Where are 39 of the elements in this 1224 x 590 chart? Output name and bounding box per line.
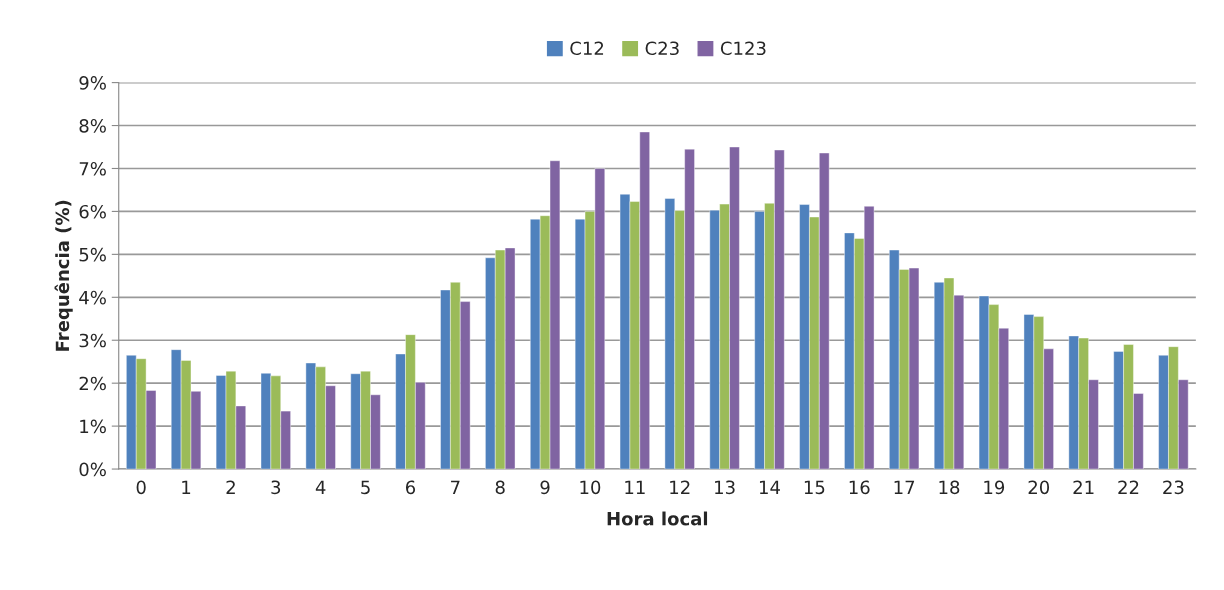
y-tick-label: 9% [79, 76, 106, 90]
x-tick-label: 19 [984, 480, 1005, 495]
x-tick-label: 11 [625, 480, 645, 494]
y-tick-label: 2% [79, 376, 106, 391]
y-tick-label: 6% [79, 204, 106, 219]
x-tick-label: 5 [361, 480, 370, 495]
legend-label: C23 [645, 41, 679, 56]
y-tick-label: 5% [79, 247, 106, 262]
x-tick-label: 1 [182, 480, 191, 494]
x-tick-label: 12 [670, 480, 690, 494]
x-tick-label: 22 [1118, 480, 1139, 494]
x-tick-label: 16 [849, 480, 870, 495]
x-tick-label: 15 [804, 480, 825, 495]
y-axis-title: Frequência (%) [54, 200, 73, 351]
x-tick-label: 20 [1028, 480, 1050, 495]
y-tick-label: 1% [80, 419, 106, 434]
x-tick-label: 10 [580, 480, 601, 495]
x-tick-label: 3 [271, 480, 281, 495]
x-tick-label: 21 [1073, 480, 1094, 494]
x-tick-label: 2 [226, 480, 235, 494]
x-tick-label: 7 [451, 480, 460, 494]
x-tick-label: 4 [315, 480, 326, 494]
legend-label: C12 [570, 41, 604, 56]
x-tick-label: 0 [136, 480, 146, 495]
x-tick-label: 23 [1163, 480, 1184, 495]
legend-label: C123 [720, 41, 766, 56]
y-tick-label: 3% [79, 333, 106, 348]
x-tick-label: 6 [405, 480, 416, 495]
y-tick-label: 4% [79, 290, 106, 305]
y-tick-label: 8% [79, 119, 106, 133]
x-tick-label: 18 [939, 480, 960, 495]
x-tick-label: 13 [715, 480, 735, 495]
x-tick-label: 9 [540, 480, 550, 495]
y-tick-label: 0% [79, 462, 106, 477]
x-tick-label: 17 [894, 480, 915, 494]
x-tick-label: 8 [495, 480, 505, 495]
x-tick-label: 14 [759, 480, 780, 494]
y-tick-label: 7% [79, 161, 106, 176]
x-axis-title: Hora local [607, 511, 708, 526]
